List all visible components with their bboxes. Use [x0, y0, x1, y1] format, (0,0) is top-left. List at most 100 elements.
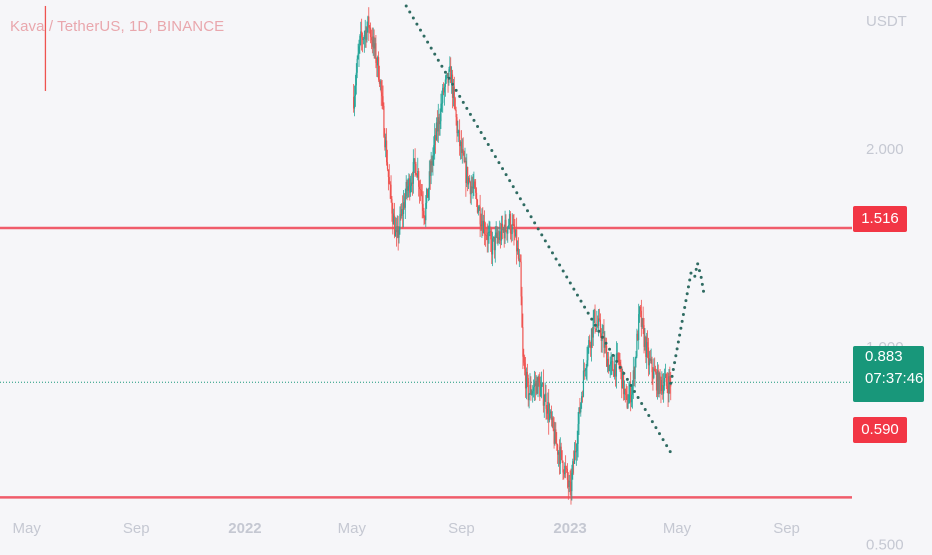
candle	[489, 231, 491, 233]
candle	[558, 451, 561, 465]
candle	[610, 361, 612, 365]
candle	[475, 192, 478, 200]
candle	[490, 231, 492, 240]
candle	[573, 450, 576, 464]
candle	[416, 174, 418, 178]
candle	[491, 239, 493, 255]
candle	[556, 443, 558, 445]
candle	[639, 306, 642, 311]
candle	[520, 261, 522, 297]
candle	[378, 79, 381, 84]
candle	[553, 428, 555, 444]
x-tick-label: Sep	[773, 520, 800, 537]
candle	[402, 202, 405, 215]
candle	[360, 31, 362, 36]
candle	[625, 390, 627, 396]
candle	[393, 215, 395, 225]
bar-countdown: 07:37:46	[865, 370, 924, 387]
candle	[593, 309, 595, 320]
candle	[540, 387, 542, 397]
candle	[627, 403, 629, 408]
candle	[542, 383, 544, 406]
candle	[354, 85, 357, 96]
candle	[646, 342, 648, 357]
candle	[606, 345, 608, 367]
candle	[614, 364, 617, 377]
candle	[628, 394, 630, 404]
candle	[401, 209, 403, 216]
candle	[538, 377, 540, 383]
candle	[624, 388, 626, 391]
candle	[505, 219, 507, 231]
candle	[612, 361, 614, 371]
candle	[547, 401, 549, 414]
candle	[532, 387, 535, 392]
candle	[375, 43, 377, 64]
candle	[500, 223, 503, 241]
candle	[421, 195, 423, 205]
candle	[415, 163, 417, 175]
candle	[581, 396, 584, 398]
candle	[434, 134, 437, 140]
candle	[620, 364, 622, 367]
candle	[559, 446, 561, 465]
candle	[432, 155, 434, 166]
candle	[566, 468, 569, 480]
candle	[588, 340, 590, 348]
candle	[382, 96, 384, 106]
candle	[637, 333, 639, 341]
candle	[386, 162, 389, 170]
candle	[647, 347, 650, 366]
candle	[607, 358, 609, 372]
candle	[609, 364, 611, 367]
candle	[511, 224, 513, 235]
candle	[648, 358, 650, 366]
candle	[562, 461, 564, 473]
candle	[473, 181, 475, 188]
symbol-title[interactable]: Kava / TetherUS, 1D, BINANCE	[10, 18, 225, 35]
candle	[661, 385, 663, 391]
candle	[638, 306, 641, 315]
candle	[472, 187, 474, 189]
candle	[554, 429, 556, 444]
candle	[557, 444, 559, 455]
candle	[418, 170, 420, 187]
candle	[361, 31, 363, 38]
candle	[576, 443, 578, 451]
candle	[524, 369, 527, 389]
candle	[377, 57, 379, 66]
candle	[574, 450, 577, 453]
candle	[417, 170, 419, 178]
candle	[501, 223, 503, 230]
candle	[630, 394, 633, 403]
candle	[656, 370, 658, 391]
candle	[403, 202, 406, 208]
candle	[418, 186, 421, 190]
candle	[617, 353, 619, 360]
candle	[498, 237, 500, 240]
candle	[641, 318, 643, 327]
candle	[534, 383, 536, 387]
candle	[445, 76, 447, 80]
candle	[470, 186, 472, 195]
candle	[557, 451, 560, 455]
candle	[353, 95, 356, 109]
candle	[631, 386, 634, 395]
candle	[632, 370, 634, 387]
candle	[549, 413, 551, 421]
candle	[540, 384, 543, 388]
candle	[400, 214, 402, 216]
candle	[618, 359, 620, 363]
candle	[626, 395, 628, 408]
candle	[405, 181, 407, 197]
candle	[635, 356, 637, 359]
candle	[550, 411, 552, 420]
candle	[584, 369, 586, 371]
candle	[353, 96, 355, 109]
candle	[390, 184, 392, 199]
candle	[468, 178, 471, 182]
candle	[597, 324, 599, 326]
candle	[488, 231, 490, 233]
